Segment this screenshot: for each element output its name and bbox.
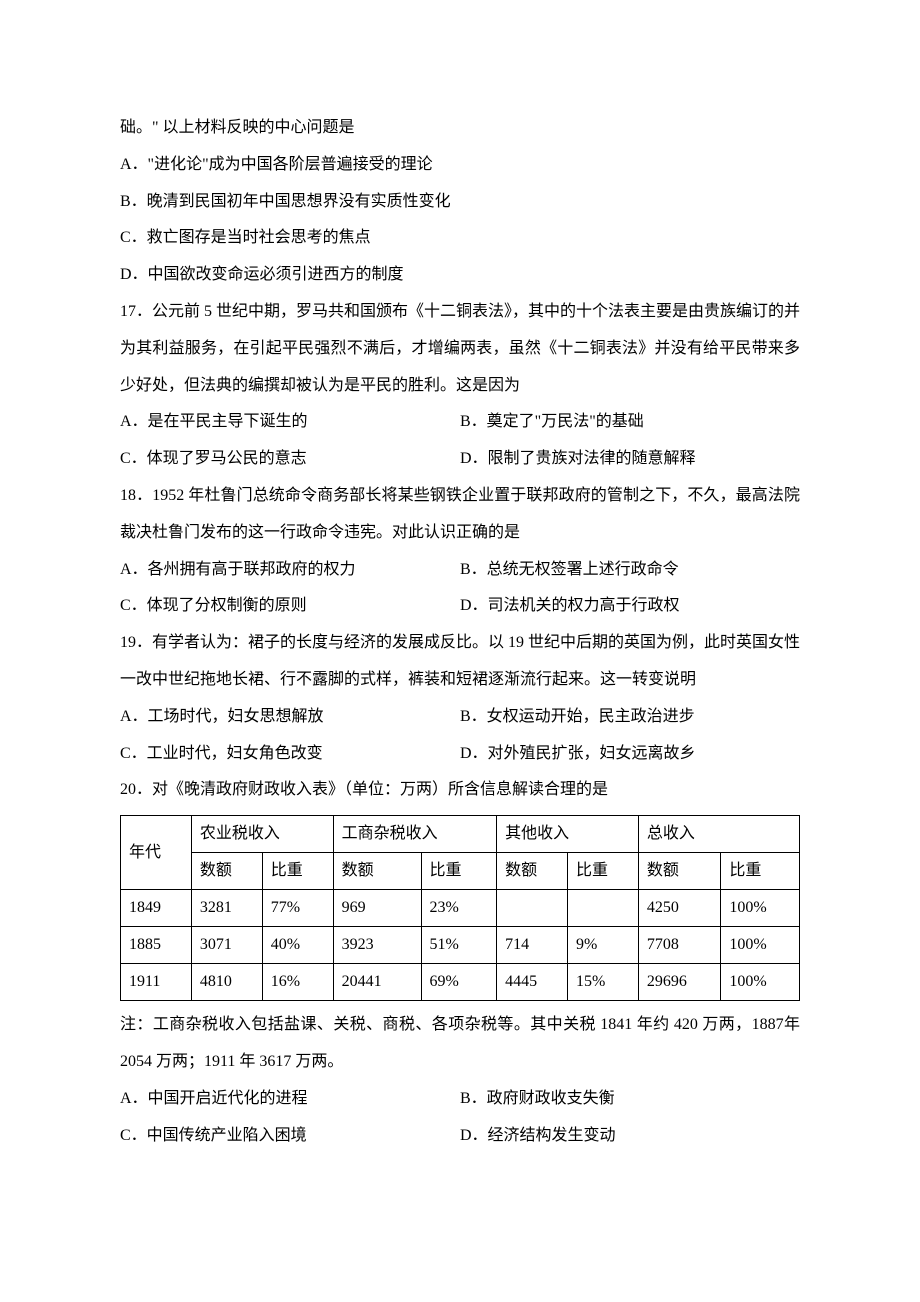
q19-opts-row1: A．工场时代，妇女思想解放 B．女权运动开始，民主政治进步 [120,699,800,736]
cell-tot-pct: 100% [721,890,800,927]
cell-oth-amt: 4445 [497,964,568,1001]
q20-opt-d: D．经济结构发生变动 [460,1118,800,1155]
q18-opts-row1: A．各州拥有高于联邦政府的权力 B．总统无权签署上述行政命令 [120,552,800,589]
cell-tot-pct: 100% [721,964,800,1001]
q20-stem: 20．对《晚清政府财政收入表》（单位：万两）所含信息解读合理的是 [120,772,800,809]
q19-opt-a: A．工场时代，妇女思想解放 [120,699,460,736]
cell-ag-pct: 77% [262,890,333,927]
q17-opts-row2: C．体现了罗马公民的意志 D．限制了贵族对法律的随意解释 [120,441,800,478]
q18-opt-a: A．各州拥有高于联邦政府的权力 [120,552,460,589]
table-header-row-2: 数额 比重 数额 比重 数额 比重 数额 比重 [121,853,800,890]
q17-stem: 17．公元前 5 世纪中期，罗马共和国颁布《十二铜表法》，其中的十个法表主要是由… [120,294,800,404]
th-ag-pct: 比重 [262,853,333,890]
q20-opt-a: A．中国开启近代化的进程 [120,1081,460,1118]
q18-opt-c: C．体现了分权制衡的原则 [120,588,460,625]
q17-opt-d: D．限制了贵族对法律的随意解释 [460,441,800,478]
table-row: 1849 3281 77% 969 23% 4250 100% [121,890,800,927]
th-year: 年代 [121,816,192,890]
cell-ag-amt: 4810 [191,964,262,1001]
th-ag: 农业税收入 [191,816,333,853]
cell-ind-amt: 969 [333,890,421,927]
cell-oth-pct: 15% [568,964,639,1001]
cell-ag-pct: 16% [262,964,333,1001]
q19-stem: 19．有学者认为：裙子的长度与经济的发展成反比。以 19 世纪中后期的英国为例，… [120,625,800,699]
cell-ag-amt: 3281 [191,890,262,927]
q19-opt-b: B．女权运动开始，民主政治进步 [460,699,800,736]
q19-opt-c: C．工业时代，妇女角色改变 [120,736,460,773]
cell-ag-amt: 3071 [191,927,262,964]
q20-opts-row1: A．中国开启近代化的进程 B．政府财政收支失衡 [120,1081,800,1118]
q18-stem: 18．1952 年杜鲁门总统命令商务部长将某些钢铁企业置于联邦政府的管制之下，不… [120,478,800,552]
th-ind-amt: 数额 [333,853,421,890]
q17-opt-b: B．奠定了"万民法"的基础 [460,404,800,441]
th-tot: 总收入 [638,816,799,853]
table-row: 1911 4810 16% 20441 69% 4445 15% 29696 1… [121,964,800,1001]
q20-note: 注：工商杂税收入包括盐课、关税、商税、各项杂税等。其中关税 1841 年约 42… [120,1007,800,1081]
exam-page: 础。" 以上材料反映的中心问题是 A．"进化论"成为中国各阶层普遍接受的理论 B… [0,0,920,1214]
cell-oth-pct: 9% [568,927,639,964]
cell-year: 1885 [121,927,192,964]
prev-q-opt-c: C．救亡图存是当时社会思考的焦点 [120,220,800,257]
q19-opt-d: D．对外殖民扩张，妇女远离故乡 [460,736,800,773]
q18-opt-b: B．总统无权签署上述行政命令 [460,552,800,589]
th-oth-pct: 比重 [568,853,639,890]
cell-year: 1849 [121,890,192,927]
cell-oth-amt [497,890,568,927]
th-tot-amt: 数额 [638,853,720,890]
q17-opt-c: C．体现了罗马公民的意志 [120,441,460,478]
q20-table: 年代 农业税收入 工商杂税收入 其他收入 总收入 数额 比重 数额 比重 数额 … [120,815,800,1001]
table-row: 1885 3071 40% 3923 51% 714 9% 7708 100% [121,927,800,964]
prev-q-trail: 础。" 以上材料反映的中心问题是 [120,110,800,147]
cell-oth-pct [568,890,639,927]
q17-opts-row1: A．是在平民主导下诞生的 B．奠定了"万民法"的基础 [120,404,800,441]
th-ind: 工商杂税收入 [333,816,496,853]
th-oth-amt: 数额 [497,853,568,890]
q20-opt-b: B．政府财政收支失衡 [460,1081,800,1118]
table-header-row-1: 年代 农业税收入 工商杂税收入 其他收入 总收入 [121,816,800,853]
cell-tot-amt: 7708 [638,927,720,964]
cell-tot-amt: 4250 [638,890,720,927]
th-ag-amt: 数额 [191,853,262,890]
prev-q-opt-d: D．中国欲改变命运必须引进西方的制度 [120,257,800,294]
q18-opt-d: D．司法机关的权力高于行政权 [460,588,800,625]
th-ind-pct: 比重 [421,853,497,890]
q20-opts-row2: C．中国传统产业陷入困境 D．经济结构发生变动 [120,1118,800,1155]
prev-q-opt-b: B．晚清到民国初年中国思想界没有实质性变化 [120,184,800,221]
q19-opts-row2: C．工业时代，妇女角色改变 D．对外殖民扩张，妇女远离故乡 [120,736,800,773]
cell-ind-pct: 23% [421,890,497,927]
cell-tot-amt: 29696 [638,964,720,1001]
th-oth: 其他收入 [497,816,639,853]
cell-ind-amt: 20441 [333,964,421,1001]
prev-q-opt-a: A．"进化论"成为中国各阶层普遍接受的理论 [120,147,800,184]
th-tot-pct: 比重 [721,853,800,890]
q18-opts-row2: C．体现了分权制衡的原则 D．司法机关的权力高于行政权 [120,588,800,625]
cell-ind-pct: 69% [421,964,497,1001]
q20-opt-c: C．中国传统产业陷入困境 [120,1118,460,1155]
cell-tot-pct: 100% [721,927,800,964]
q17-opt-a: A．是在平民主导下诞生的 [120,404,460,441]
cell-oth-amt: 714 [497,927,568,964]
cell-ag-pct: 40% [262,927,333,964]
cell-ind-pct: 51% [421,927,497,964]
cell-year: 1911 [121,964,192,1001]
cell-ind-amt: 3923 [333,927,421,964]
